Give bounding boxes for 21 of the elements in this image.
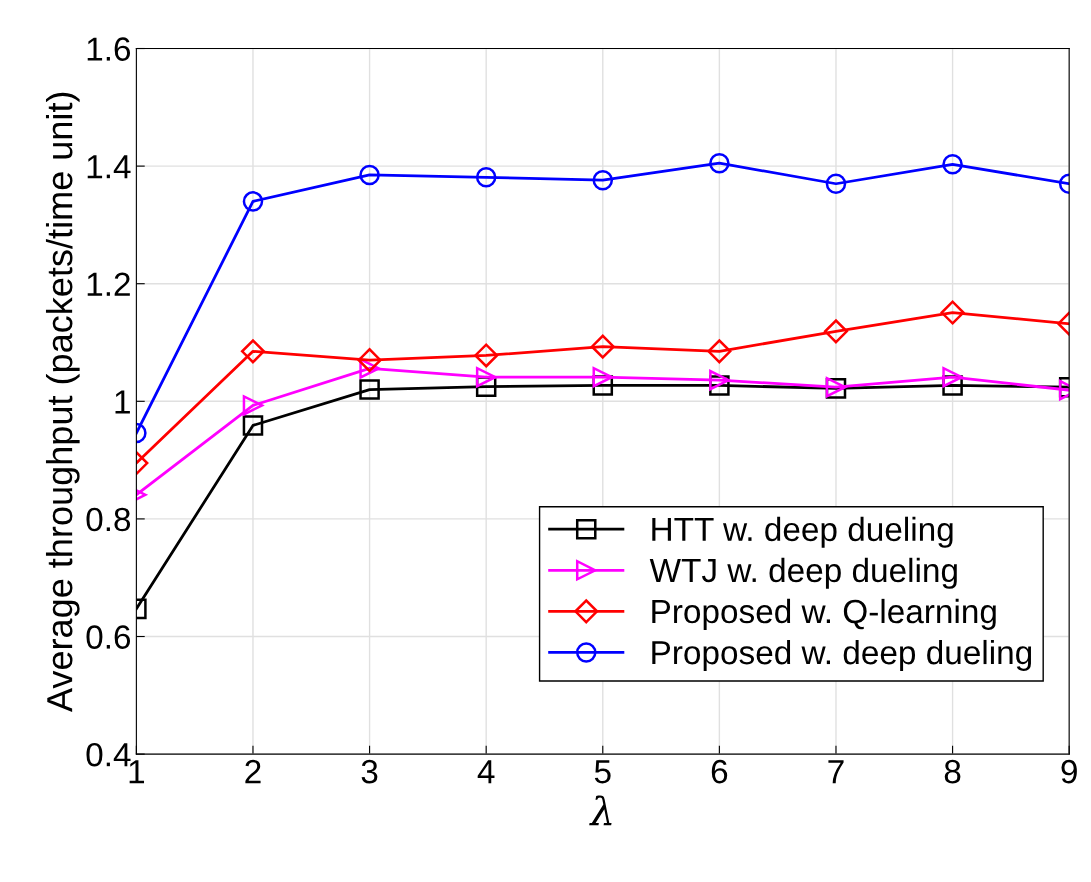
x-tick-label: 6 — [711, 759, 728, 784]
y-tick-label: 1 — [115, 390, 130, 414]
x-tick-label: 7 — [828, 760, 844, 784]
legend-label: WTJ w. deep dueling — [649, 557, 957, 589]
y-tick-label: 0.8 — [86, 507, 131, 532]
x-tick-label: 2 — [245, 759, 261, 784]
legend-label: Proposed w. Q-learning — [652, 598, 996, 630]
x-axis-title: λ — [589, 795, 612, 826]
y-tick-label: 1.6 — [87, 37, 131, 61]
y-tick-label: 0.4 — [86, 742, 131, 767]
y-tick-label: 1.2 — [87, 272, 130, 296]
y-axis-title: Average throughput (packets/time unit) — [45, 92, 80, 713]
legend-label: Proposed w. deep dueling — [652, 639, 1032, 671]
x-tick-label: 5 — [594, 760, 611, 784]
y-tick-label: 0.6 — [86, 625, 131, 649]
y-tick-label: 1.4 — [87, 155, 131, 179]
x-tick-label: 3 — [361, 759, 378, 784]
x-tick-label: 9 — [1061, 759, 1077, 784]
x-tick-label: 4 — [477, 760, 495, 784]
legend-label: HTT w. deep dueling — [652, 516, 953, 548]
x-tick-label: 8 — [944, 759, 961, 784]
